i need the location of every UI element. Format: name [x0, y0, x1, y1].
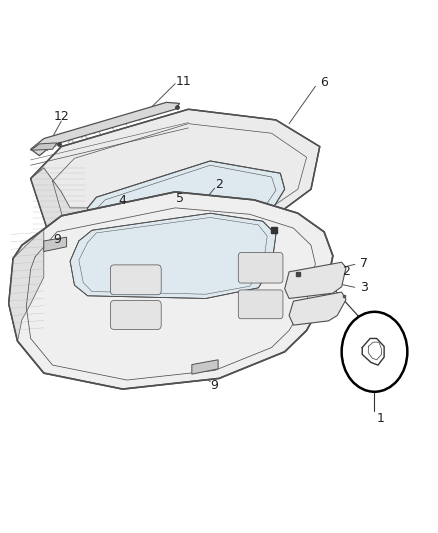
Text: 5: 5 — [176, 192, 184, 205]
Polygon shape — [31, 109, 320, 251]
Polygon shape — [289, 292, 346, 325]
Text: 4: 4 — [119, 195, 127, 207]
Polygon shape — [192, 360, 218, 374]
Polygon shape — [285, 262, 346, 298]
Text: 3: 3 — [360, 281, 367, 294]
FancyBboxPatch shape — [238, 253, 283, 283]
Polygon shape — [44, 237, 67, 252]
Text: 9: 9 — [211, 379, 219, 392]
FancyBboxPatch shape — [238, 290, 283, 319]
Text: 9: 9 — [53, 233, 61, 246]
Text: 2: 2 — [215, 179, 223, 191]
Polygon shape — [31, 143, 57, 150]
Text: 6: 6 — [320, 76, 328, 89]
Polygon shape — [31, 168, 88, 232]
Text: 2: 2 — [342, 265, 350, 278]
Circle shape — [342, 312, 407, 392]
Polygon shape — [9, 229, 44, 341]
Polygon shape — [88, 161, 285, 232]
Text: 1: 1 — [377, 412, 385, 425]
FancyBboxPatch shape — [110, 265, 161, 295]
Polygon shape — [70, 213, 276, 298]
Polygon shape — [31, 102, 180, 156]
Text: 7: 7 — [360, 257, 367, 270]
FancyBboxPatch shape — [110, 301, 161, 329]
Text: 12: 12 — [53, 110, 69, 123]
Text: 11: 11 — [176, 75, 192, 87]
Polygon shape — [9, 192, 333, 389]
